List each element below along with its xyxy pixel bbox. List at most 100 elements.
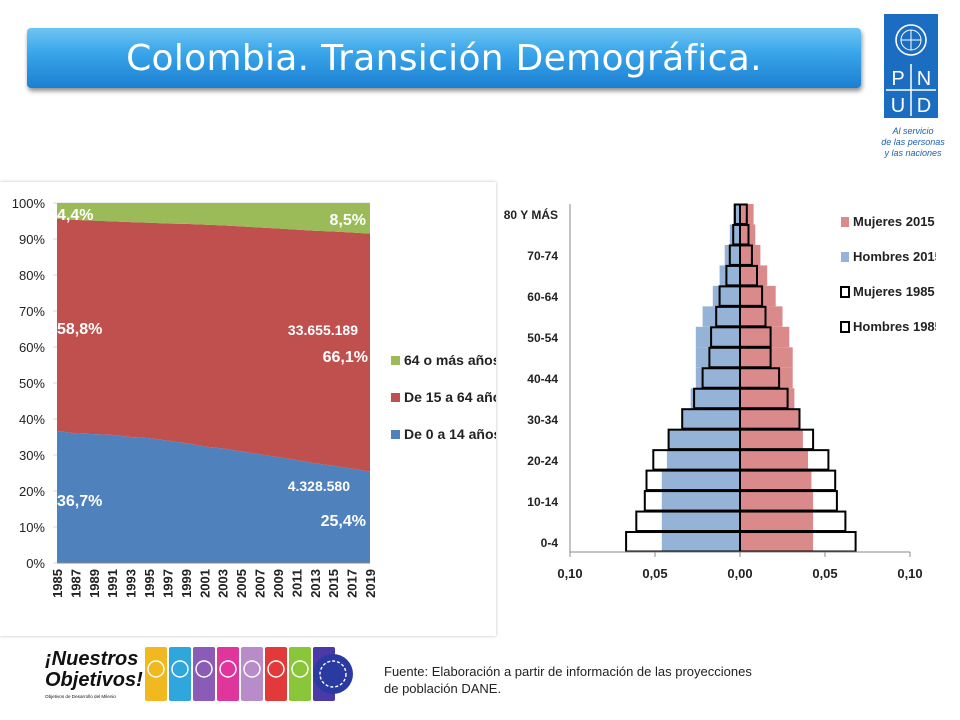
x-tick-label: 2011 [289,569,304,597]
data-label: 25,4% [321,513,366,530]
undp-letter-d: D [917,95,931,117]
y-tick-label: 40% [19,412,45,427]
mdg-goal-tile [217,647,239,701]
mdg-goal-icon [291,660,309,678]
y-tick-label: 80% [19,268,45,283]
x-tick-label: 0,05 [812,566,837,581]
legend-swatch [841,252,849,262]
bar-2015 [661,511,740,532]
mdg-goal-icon [219,660,237,678]
undp-letter-p: P [891,68,904,90]
bar-2015 [740,285,776,307]
mdg-logo-line1: ¡Nuestros [45,648,138,670]
legend-swatch [391,356,400,365]
y-tick-label: 70-74 [527,249,558,263]
bar-2015 [740,367,793,389]
x-tick-label: 2007 [253,569,268,598]
x-tick-label: 0,05 [642,566,667,581]
x-tick-label: 2005 [234,569,249,598]
bar-2015 [702,306,740,327]
x-tick-label: 1997 [160,569,175,598]
legend-swatch [841,217,849,227]
bar-2015 [695,326,740,348]
bar-2015 [740,511,814,532]
y-tick-label: 50% [19,376,45,391]
bar-2015 [740,244,761,266]
y-tick-label: 80 Y MÁS [504,207,558,222]
bar-2015 [740,429,803,450]
y-tick-label: 20-24 [527,454,558,468]
mdg-goal-tile [193,647,215,701]
source-note: Fuente: Elaboración a partir de informac… [384,664,752,696]
y-tick-label: 60-64 [527,290,558,304]
y-tick-label: 0% [26,556,45,571]
bar-2015 [740,326,790,348]
mdg-goal-tile [241,647,263,701]
x-tick-label: 2017 [345,569,360,598]
bar-2015 [733,204,740,225]
mdg-goal-tile [289,647,311,701]
x-tick-label: 2013 [308,569,323,598]
y-tick-label: 50-54 [527,331,558,345]
mdg-goal-tile [169,647,191,701]
x-tick-label: 0,00 [727,566,752,581]
bar-2015 [661,470,740,491]
y-tick-label: 20% [19,484,45,499]
legend-label: Mujeres 1985 [853,284,935,299]
mdg-logo-line3: Objetivos de Desarrollo del Milenio [45,694,116,699]
un-emblem-icon [895,24,927,56]
bar-2015 [695,347,740,368]
legend-label: De 0 a 14 años [404,426,496,442]
y-tick-label: 30-34 [527,413,558,427]
x-tick-label: 2009 [271,569,286,598]
mdg-goal-icon [171,660,189,678]
x-tick-label: 1995 [142,569,157,598]
x-tick-label: 1991 [105,569,120,598]
data-label: 66,1% [323,349,368,366]
legend-label: Hombres 1985 [853,319,936,334]
x-tick-label: 1985 [50,569,65,598]
bar-2015 [740,388,795,409]
bar-2015 [695,367,740,389]
bar-2015 [740,531,814,552]
bar-2015 [740,347,793,368]
bar-2015 [729,224,740,245]
mdg-goal-icon [267,660,285,678]
bar-1985 [701,367,742,389]
legend-swatch [840,321,850,333]
x-tick-label: 1993 [124,569,139,598]
x-tick-label: 2015 [326,569,341,598]
bar-2015 [666,449,740,471]
y-tick-label: 90% [19,232,45,247]
x-tick-label: 1987 [68,569,83,598]
area-series [57,218,370,472]
area-series [57,430,370,563]
data-label: 4.328.580 [288,478,350,494]
x-tick-label: 2001 [197,569,212,598]
legend-swatch [391,393,400,402]
data-label: 36,7% [57,493,102,510]
x-tick-label: 0,10 [557,566,582,581]
bar-1985 [725,264,741,287]
mdg-goal-tile [265,647,287,701]
bar-2015 [690,388,740,409]
page-title: Colombia. Transición Demográfica. [126,37,762,79]
data-label: 4,4% [57,207,93,224]
area-chart-panel: 0% 10% 20% 30% 40% 50% 60% 70% 80% 90% 100% 1985 198… [0,182,496,636]
bar-2015 [661,531,740,552]
area-series [57,203,370,234]
y-tick-label: 0-4 [541,536,559,550]
tagline-line: de las personas [881,137,945,147]
legend-label: 64 o más años [404,352,496,368]
y-tick-label: 10% [19,520,45,535]
bar-1985 [635,510,741,533]
x-tick-label: 1999 [179,569,194,598]
legend-swatch [391,430,400,439]
bar-2015 [740,265,768,286]
bar-2015 [740,449,808,471]
mdg-goal-icon [147,660,165,678]
legend-label: De 15 a 64 años [404,389,496,405]
y-tick-label: 70% [19,304,45,319]
mdg-goal-tile [145,647,167,701]
mdg-emblem-ring [319,660,347,688]
